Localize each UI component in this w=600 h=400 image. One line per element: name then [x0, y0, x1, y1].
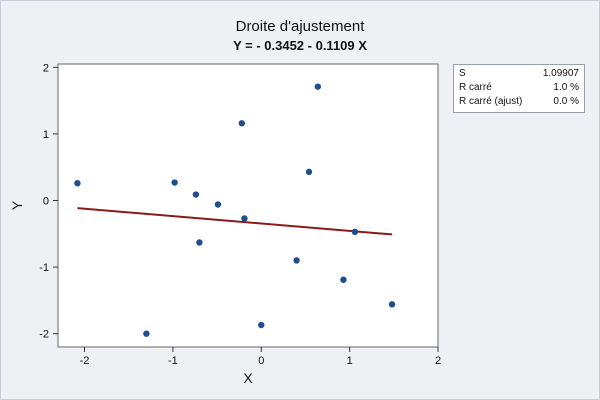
stats-label: R carré [459, 82, 492, 93]
data-point [293, 257, 300, 264]
data-point [171, 179, 178, 186]
stats-value: 0.0 % [553, 96, 579, 107]
stats-value: 1.09907 [542, 68, 579, 79]
data-point [314, 83, 322, 90]
data-point [241, 215, 248, 222]
plot-area [57, 63, 439, 348]
data-point [238, 120, 246, 127]
stats-row-r2: R carré 1.0 % [459, 81, 579, 95]
chart-subtitle: Y = - 0.3452 - 0.1109 X [233, 38, 367, 53]
y-tick-label: -1 [39, 262, 49, 274]
data-point [388, 301, 396, 308]
chart-title: Droite d'ajustement [235, 18, 365, 35]
x-tick-label: 2 [435, 355, 441, 367]
data-point [74, 179, 81, 187]
stats-value: 1.0 % [553, 82, 579, 93]
y-tick-label: 0 [43, 196, 49, 208]
data-point [258, 321, 265, 329]
data-point [351, 228, 359, 236]
y-tick-label: 1 [43, 129, 49, 141]
stats-label: R carré (ajust) [459, 96, 523, 107]
x-tick-label: 0 [258, 355, 264, 367]
stats-box: S 1.09907 R carré 1.0 % R carré (ajust) … [453, 64, 585, 113]
data-point [192, 191, 200, 198]
data-point [305, 168, 313, 176]
data-point [214, 201, 222, 208]
y-tick-label: 2 [43, 62, 49, 74]
x-tick-label: -2 [80, 355, 90, 367]
stats-row-s: S 1.09907 [459, 67, 579, 81]
y-axis-label: Y [9, 200, 25, 210]
y-tick-label: -2 [39, 329, 49, 341]
fit-line [77, 207, 393, 236]
data-point [196, 239, 203, 246]
stats-label: S [459, 68, 466, 79]
stats-row-r2adj: R carré (ajust) 0.0 % [459, 95, 579, 109]
x-axis-label: X [243, 370, 253, 386]
data-point [143, 330, 150, 337]
data-point [340, 276, 347, 283]
x-tick-label: -1 [168, 355, 178, 367]
x-tick-label: 1 [347, 355, 353, 367]
